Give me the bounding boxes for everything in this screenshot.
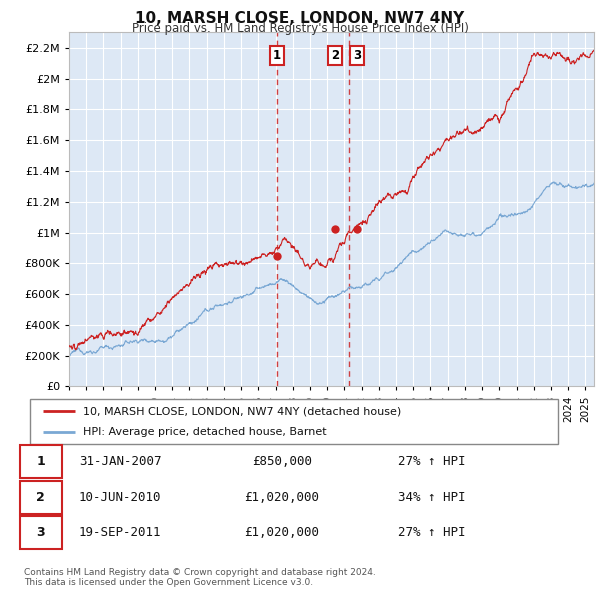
Text: 27% ↑ HPI: 27% ↑ HPI — [398, 526, 466, 539]
Text: 3: 3 — [37, 526, 45, 539]
Text: 34% ↑ HPI: 34% ↑ HPI — [398, 491, 466, 504]
Text: £850,000: £850,000 — [252, 455, 312, 468]
Text: £1,020,000: £1,020,000 — [245, 526, 320, 539]
Text: 10-JUN-2010: 10-JUN-2010 — [79, 491, 161, 504]
Text: 2: 2 — [331, 49, 339, 62]
Text: Contains HM Land Registry data © Crown copyright and database right 2024.
This d: Contains HM Land Registry data © Crown c… — [24, 568, 376, 587]
Text: 19-SEP-2011: 19-SEP-2011 — [79, 526, 161, 539]
Text: 1: 1 — [273, 49, 281, 62]
Text: 27% ↑ HPI: 27% ↑ HPI — [398, 455, 466, 468]
Text: 1: 1 — [37, 455, 45, 468]
Text: 31-JAN-2007: 31-JAN-2007 — [79, 455, 161, 468]
Text: 10, MARSH CLOSE, LONDON, NW7 4NY (detached house): 10, MARSH CLOSE, LONDON, NW7 4NY (detach… — [83, 407, 401, 417]
Text: HPI: Average price, detached house, Barnet: HPI: Average price, detached house, Barn… — [83, 427, 326, 437]
Text: £1,020,000: £1,020,000 — [245, 491, 320, 504]
Text: Price paid vs. HM Land Registry's House Price Index (HPI): Price paid vs. HM Land Registry's House … — [131, 22, 469, 35]
FancyBboxPatch shape — [30, 399, 558, 444]
Text: 10, MARSH CLOSE, LONDON, NW7 4NY: 10, MARSH CLOSE, LONDON, NW7 4NY — [136, 11, 464, 25]
Text: 2: 2 — [37, 491, 45, 504]
Text: 3: 3 — [353, 49, 361, 62]
